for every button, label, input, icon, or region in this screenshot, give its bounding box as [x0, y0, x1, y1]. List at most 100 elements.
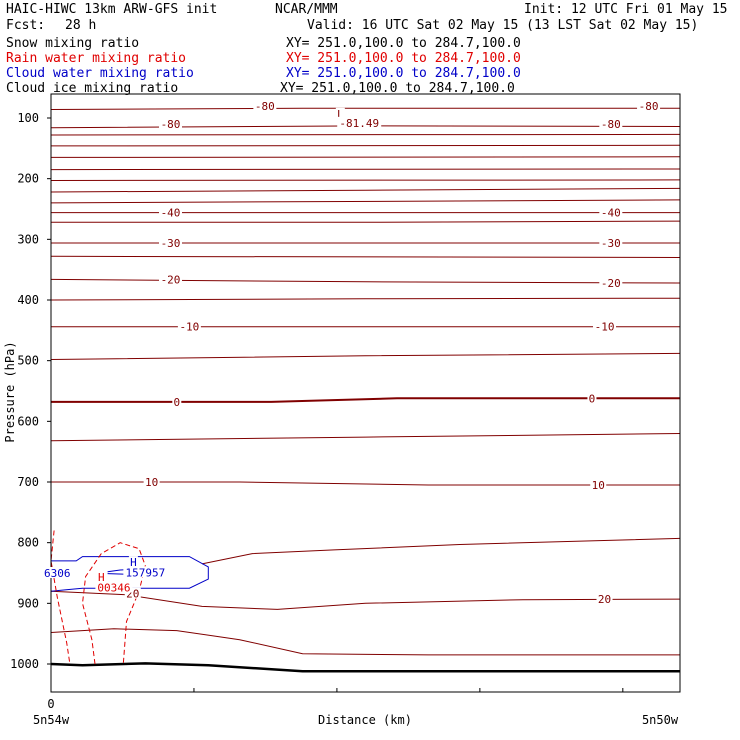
contour-label: -20	[161, 273, 181, 286]
contour-label: -80	[639, 100, 659, 113]
contour-label-bg	[95, 581, 133, 593]
y-tick-label: 900	[17, 596, 39, 610]
contour-line-16	[50, 352, 681, 360]
field-name-rain: Rain water mixing ratio	[6, 51, 187, 66]
contour-label: 0	[589, 392, 596, 405]
x-axis-label: Distance (km)	[318, 713, 412, 727]
contour-label-bg	[123, 566, 168, 578]
field-xy-snow: XY= 251.0,100.0 to 284.7,100.0	[286, 36, 521, 51]
contour-label: -10	[179, 321, 199, 334]
contour-label-bg	[599, 236, 623, 248]
contour-label: -10	[595, 321, 615, 334]
init-time: Init: 12 UTC Fri 01 May 15	[524, 2, 728, 17]
contour-line-14	[50, 297, 681, 301]
contour-label: -40	[601, 207, 621, 220]
contour-line-10	[51, 220, 681, 223]
y-axis-ticks: 100 200 300 400 500 600 700 800 900 1000	[10, 111, 51, 671]
y-tick-label: 800	[17, 536, 39, 550]
contour-label-bg	[599, 206, 623, 218]
contour-line-22	[50, 628, 680, 656]
contour-line-26	[50, 530, 71, 665]
contour-label-bg	[177, 320, 201, 332]
y-tick-label: 700	[17, 475, 39, 489]
contour-line-3	[50, 144, 681, 147]
contour-label-bg	[587, 392, 597, 404]
contour-label: L	[337, 108, 344, 121]
y-tick-label: 200	[17, 172, 39, 186]
contour-line-0	[50, 107, 680, 110]
y-tick-label: 400	[17, 293, 39, 307]
contour-label-bg	[159, 206, 183, 218]
contour-line-13	[50, 278, 681, 284]
contour-label: 20	[598, 593, 611, 606]
contour-label-bg	[128, 556, 138, 568]
contour-layer	[50, 107, 681, 673]
contour-label: -20	[601, 277, 621, 290]
contour-line-24	[50, 556, 209, 592]
contour-line-23	[50, 662, 680, 673]
contour-labels: -80 -80 -80 -80 L-81.49 -40 -40 -30 -30 -20 -20 -10…	[42, 99, 661, 606]
contour-label: 10	[145, 476, 158, 489]
contour-line-2	[50, 133, 681, 136]
y-tick-label: 500	[17, 354, 39, 368]
contour-label: 6306	[44, 567, 71, 580]
y-tick-label: 1000	[10, 657, 39, 671]
valid-time: Valid: 16 UTC Sat 02 May 15 (13 LST Sat …	[307, 18, 699, 33]
contour-label-bg	[590, 479, 607, 491]
x-tick-label-first: 0	[47, 697, 54, 711]
field-name-cloud-water: Cloud water mixing ratio	[6, 66, 194, 81]
fcst-value: 28 h	[65, 18, 97, 33]
contour-label-bg	[42, 567, 73, 578]
contour-line-7	[50, 187, 681, 193]
y-axis-label: Pressure (hPa)	[3, 341, 17, 442]
contour-line-27	[81, 542, 146, 665]
contour-line-6	[50, 179, 681, 181]
right-endpoint-label: 5n50w	[642, 713, 679, 727]
contour-line-4	[50, 156, 681, 158]
contour-label-bg	[593, 320, 617, 332]
contour-label: -30	[161, 237, 181, 250]
center-name: NCAR/MMM	[275, 2, 338, 17]
model-title: HAIC-HIWC 13km ARW-GFS init	[6, 2, 218, 17]
contour-label: H	[130, 556, 137, 569]
contour-label-bg	[172, 395, 182, 407]
contour-label: -81.49	[339, 117, 379, 130]
contour-label-bg	[124, 587, 141, 599]
field-xy-cloud-ice: XY= 251.0,100.0 to 284.7,100.0	[280, 81, 515, 96]
contour-label: -40	[161, 207, 181, 220]
contour-label-bg	[596, 593, 613, 605]
contour-label: -80	[601, 118, 621, 131]
contour-label-bg	[96, 571, 106, 583]
contour-label-bg	[637, 99, 661, 111]
y-tick-label: 600	[17, 414, 39, 428]
contour-label: 0	[173, 396, 180, 409]
contour-label: -80	[161, 118, 181, 131]
contour-line-17	[51, 397, 680, 403]
left-endpoint-label: 5n54w	[33, 713, 70, 727]
field-xy-rain: XY= 251.0,100.0 to 284.7,100.0	[286, 51, 521, 66]
contour-label: 00346	[97, 582, 130, 595]
plot-frame	[50, 93, 681, 693]
contour-line-12	[50, 255, 681, 258]
contour-label-bg	[335, 107, 345, 119]
contour-line-21	[50, 590, 681, 610]
contour-label: 10	[592, 479, 605, 492]
field-xy-cloud-water: XY= 251.0,100.0 to 284.7,100.0	[286, 66, 521, 81]
contour-label-bg	[599, 118, 623, 130]
contour-label: H	[98, 571, 105, 584]
contour-label-bg	[159, 118, 183, 130]
contour-line-18	[50, 433, 681, 442]
fcst-label: Fcst:	[6, 18, 46, 33]
contour-label-bg	[599, 277, 623, 289]
contour-label-bg	[143, 476, 160, 487]
contour-label-bg	[159, 236, 183, 248]
field-name-cloud-ice: Cloud ice mixing ratio	[6, 81, 179, 96]
x-axis-ticks	[193, 688, 624, 692]
y-tick-label: 100	[17, 111, 39, 125]
contour-line-8	[50, 199, 681, 204]
contour-label: 157957	[125, 566, 165, 579]
contour-label-bg	[337, 116, 382, 128]
field-name-snow: Snow mixing ratio	[6, 36, 140, 51]
contour-line-20	[201, 537, 681, 565]
